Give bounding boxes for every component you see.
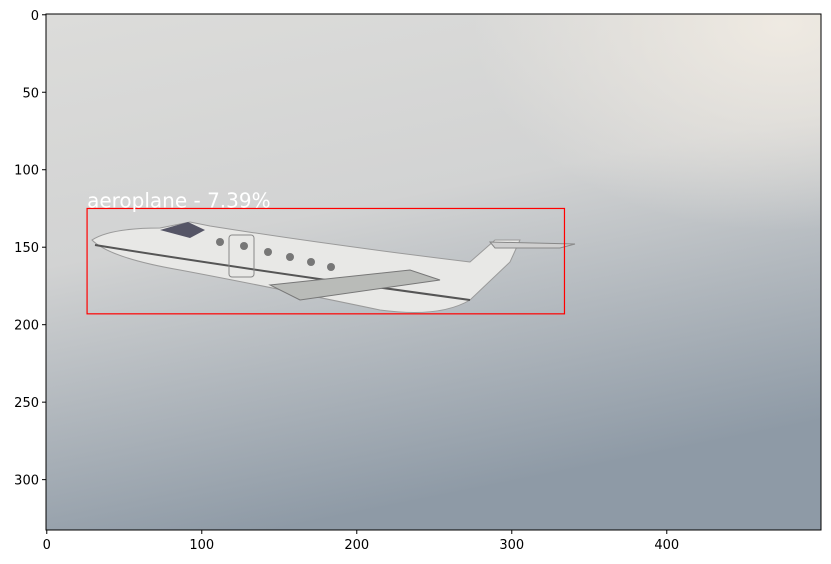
y-tick-label: 100	[14, 164, 39, 179]
bounding-box	[86, 207, 566, 315]
y-tick-label: 300	[14, 474, 39, 489]
y-tick-label: 200	[14, 319, 39, 334]
axes-frame	[45, 13, 822, 531]
x-tick-label: 200	[344, 538, 369, 553]
photo	[46, 14, 821, 530]
x-tick-label: 0	[43, 538, 51, 553]
y-tick-label: 150	[14, 241, 39, 256]
x-tick-label: 400	[654, 538, 679, 553]
y-tick-label: 250	[14, 396, 39, 411]
airplane	[91, 221, 576, 313]
y-tick-label: 50	[22, 86, 39, 101]
box-label: aeroplane - 7.39%	[87, 188, 271, 212]
y-tick-label: 0	[31, 9, 39, 24]
x-tick-label: 300	[499, 538, 524, 553]
x-tick-label: 100	[189, 538, 214, 553]
